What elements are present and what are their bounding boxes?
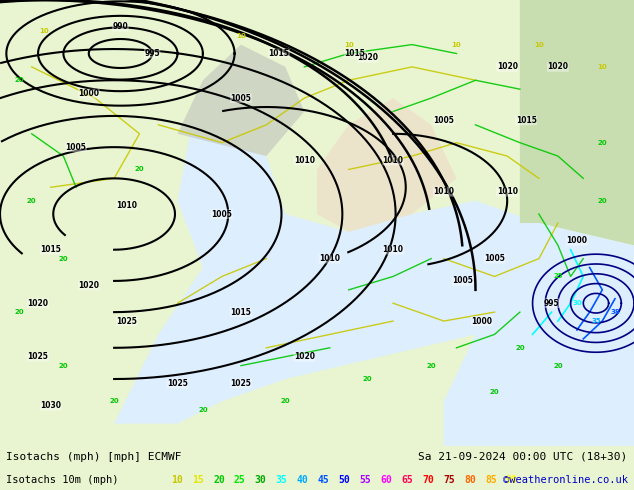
Text: 10: 10 (451, 42, 462, 48)
Text: 1010: 1010 (382, 245, 404, 254)
Text: 25: 25 (553, 273, 562, 279)
Polygon shape (520, 0, 634, 245)
Text: 35: 35 (276, 475, 288, 485)
Text: 1010: 1010 (116, 200, 138, 210)
Text: 990: 990 (113, 22, 128, 31)
Text: 1010: 1010 (319, 254, 340, 263)
Text: Isotachs (mph) [mph] ECMWF: Isotachs (mph) [mph] ECMWF (6, 452, 182, 462)
Text: 1010: 1010 (382, 156, 404, 165)
Text: 1005: 1005 (231, 94, 251, 102)
Text: 1010: 1010 (433, 187, 455, 196)
Text: 25: 25 (234, 475, 246, 485)
Text: 1015: 1015 (516, 116, 536, 125)
Text: 1000: 1000 (566, 236, 588, 245)
Text: 1015: 1015 (345, 49, 365, 58)
Text: 1025: 1025 (167, 379, 188, 388)
Text: 20: 20 (58, 256, 68, 262)
Text: 85: 85 (485, 475, 497, 485)
Text: 30: 30 (255, 475, 267, 485)
Text: 20: 20 (515, 345, 525, 351)
Text: 20: 20 (109, 398, 119, 404)
Text: 1020: 1020 (294, 352, 315, 361)
Polygon shape (178, 45, 304, 156)
Text: 60: 60 (380, 475, 392, 485)
Text: 20: 20 (134, 167, 145, 172)
Text: 1020: 1020 (357, 53, 378, 62)
Text: 1005: 1005 (66, 143, 86, 151)
Polygon shape (317, 98, 456, 232)
Text: 20: 20 (597, 197, 607, 204)
Text: 1030: 1030 (40, 401, 61, 410)
Text: 1015: 1015 (231, 308, 251, 317)
Text: 1025: 1025 (117, 317, 137, 325)
Text: 1015: 1015 (269, 49, 289, 58)
Text: 1005: 1005 (212, 210, 232, 219)
Text: Isotachs 10m (mph): Isotachs 10m (mph) (6, 475, 119, 485)
Text: 20: 20 (489, 390, 500, 395)
Text: 30: 30 (572, 300, 582, 306)
Text: 65: 65 (401, 475, 413, 485)
Text: 20: 20 (14, 309, 24, 315)
Text: 1025: 1025 (231, 379, 251, 388)
Text: 1005: 1005 (434, 116, 454, 125)
Text: 995: 995 (544, 299, 559, 308)
Text: 1020: 1020 (27, 299, 49, 308)
Text: 1015: 1015 (41, 245, 61, 254)
Text: 20: 20 (198, 407, 208, 413)
Text: 20: 20 (363, 376, 373, 382)
Text: Sa 21-09-2024 00:00 UTC (18+30): Sa 21-09-2024 00:00 UTC (18+30) (418, 452, 628, 462)
Text: 70: 70 (422, 475, 434, 485)
Text: 20: 20 (426, 363, 436, 368)
Text: 1010: 1010 (496, 187, 518, 196)
Text: 10: 10 (171, 475, 183, 485)
Text: 1020: 1020 (547, 62, 569, 72)
Text: 20: 20 (14, 77, 24, 83)
Text: 1010: 1010 (294, 156, 315, 165)
Text: 1000: 1000 (78, 89, 100, 98)
Text: 20: 20 (597, 140, 607, 146)
Text: 45: 45 (318, 475, 330, 485)
Text: 10: 10 (344, 42, 354, 48)
Text: 55: 55 (359, 475, 372, 485)
Text: 35: 35 (591, 318, 601, 324)
Text: 20: 20 (280, 398, 290, 404)
Text: 995: 995 (145, 49, 160, 58)
Text: 10: 10 (534, 42, 544, 48)
Text: 20: 20 (27, 197, 37, 204)
Text: ©weatheronline.co.uk: ©weatheronline.co.uk (503, 475, 628, 485)
Text: 40: 40 (297, 475, 309, 485)
Text: 90: 90 (506, 475, 518, 485)
Text: 80: 80 (464, 475, 476, 485)
Text: 20: 20 (213, 475, 225, 485)
Text: 75: 75 (443, 475, 455, 485)
Text: 1005: 1005 (484, 254, 505, 263)
Text: 50: 50 (339, 475, 351, 485)
Text: 10: 10 (597, 64, 607, 70)
Text: 1000: 1000 (471, 317, 493, 325)
Text: 38: 38 (610, 309, 620, 315)
Text: 20: 20 (58, 363, 68, 368)
Text: 10: 10 (39, 28, 49, 34)
Text: 1020: 1020 (496, 62, 518, 72)
Text: 10: 10 (236, 33, 246, 39)
Text: 20: 20 (553, 363, 563, 368)
Text: 1005: 1005 (453, 276, 473, 285)
Text: 1020: 1020 (78, 281, 100, 290)
Text: 1025: 1025 (28, 352, 48, 361)
Text: 15: 15 (192, 475, 204, 485)
Polygon shape (114, 134, 634, 446)
